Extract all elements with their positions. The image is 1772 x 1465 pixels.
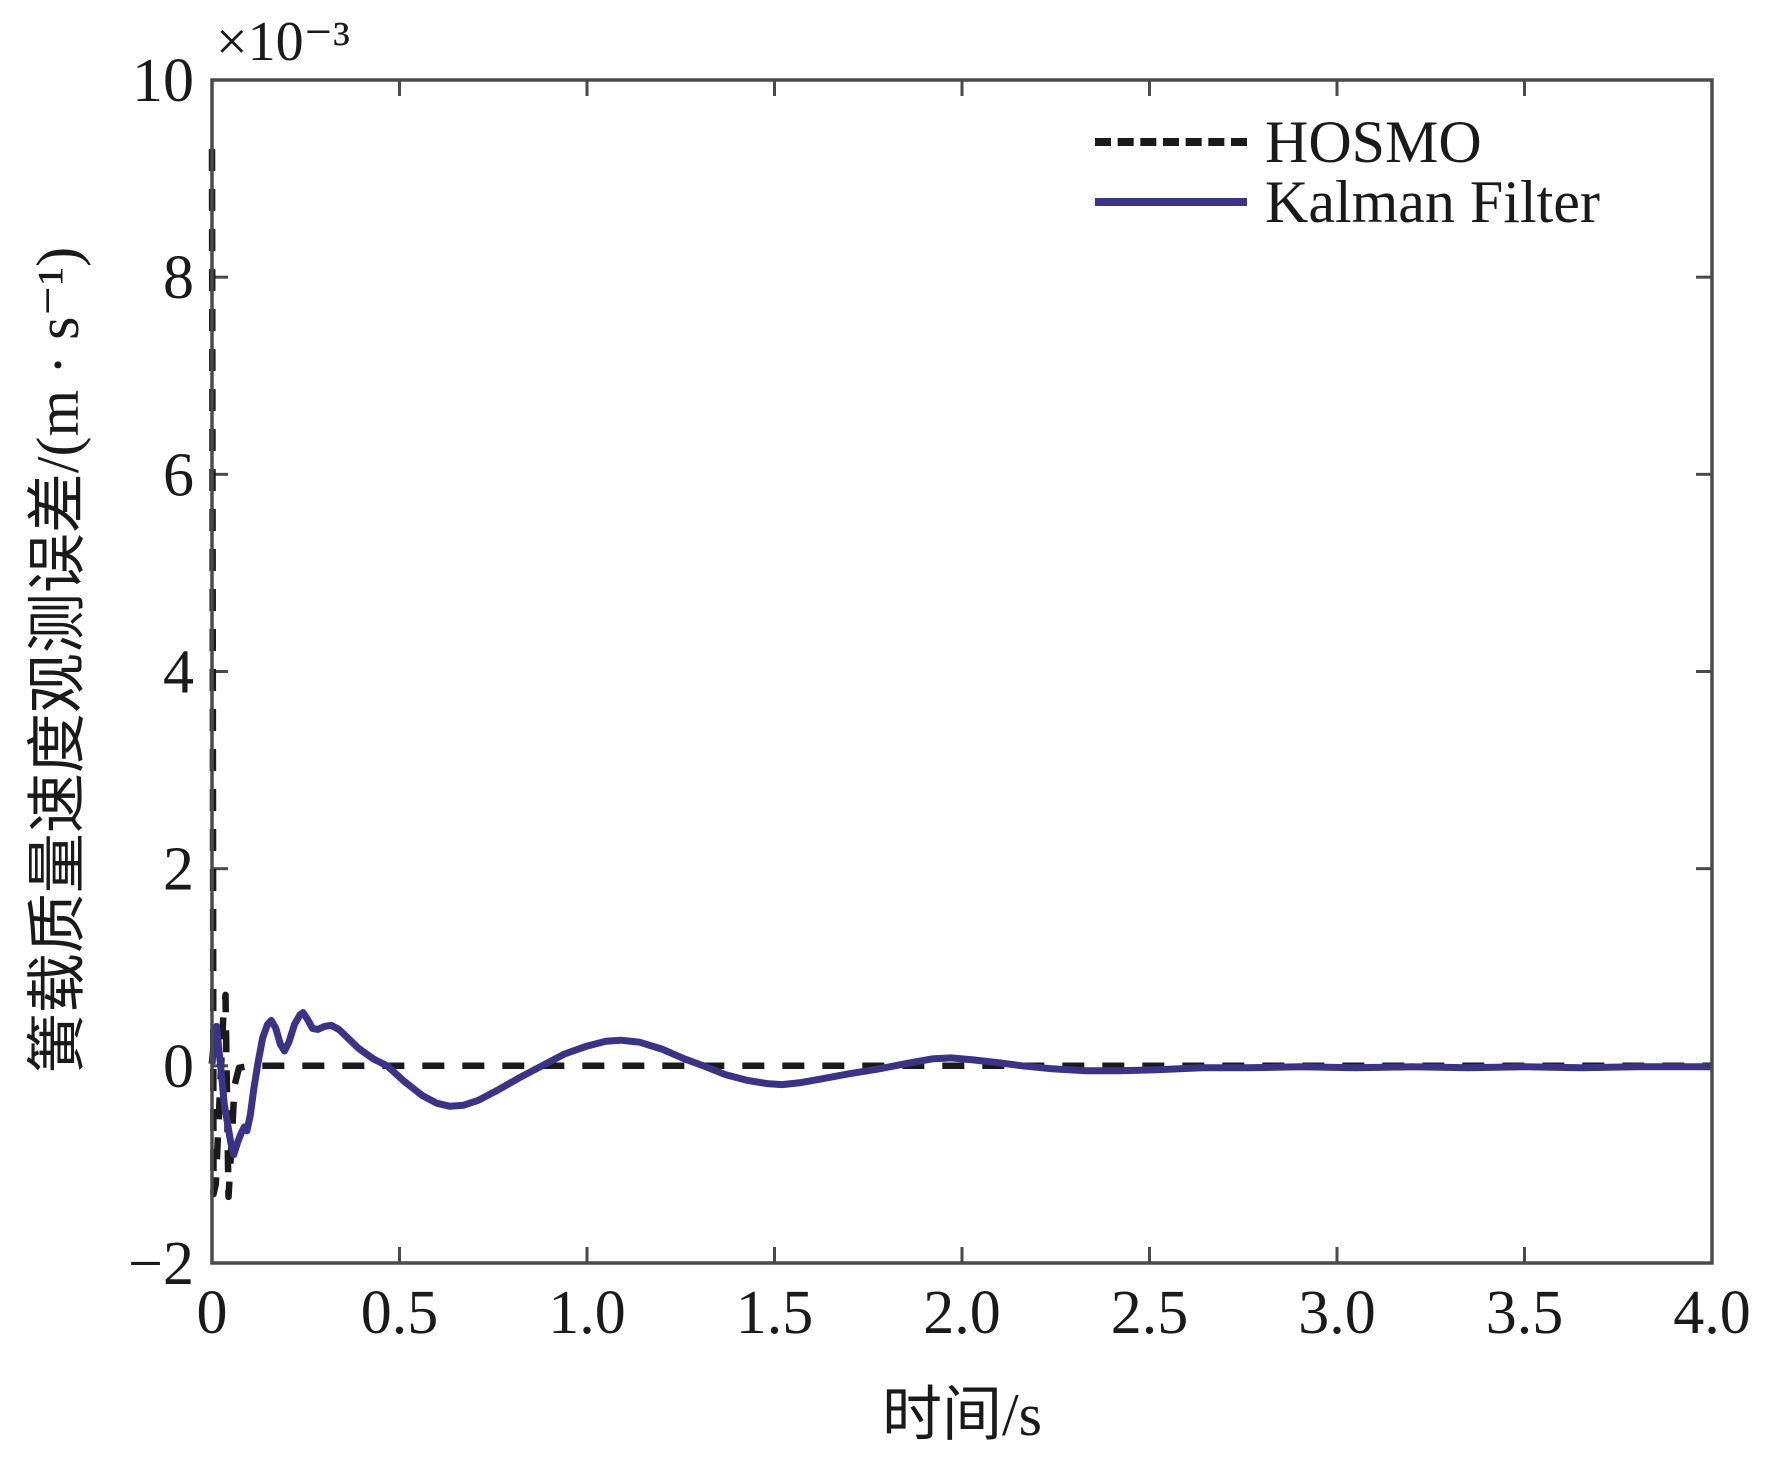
hosmo-dashed-line-sample [1095, 138, 1247, 146]
y-tick-label: 4 [163, 639, 194, 707]
x-tick-label: 2.0 [923, 1279, 1001, 1347]
y-tick-label: 0 [163, 1033, 194, 1101]
y-tick-label: 2 [163, 836, 194, 904]
y-axis-label: 簧载质量速度观测误差/(m · s⁻¹) [25, 247, 91, 1073]
legend-label-hosmo: HOSMO [1265, 109, 1482, 175]
x-tick-label: 2.5 [1111, 1279, 1189, 1347]
x-tick-label: 3.5 [1486, 1279, 1564, 1347]
kalman-filter-series-line [208, 1009, 1712, 1159]
y-tick-label: 8 [163, 244, 194, 312]
x-axis-label: 时间/s [882, 1382, 1042, 1448]
axes-frame [210, 78, 1714, 1265]
x-tick-label: 4.0 [1673, 1279, 1751, 1347]
x-tick-label: 0 [197, 1279, 228, 1347]
y-axis-offset-label: ×10⁻³ [216, 11, 350, 73]
legend-item-kalman-filter: Kalman Filter [1095, 172, 1600, 232]
y-tick-label: −2 [128, 1230, 194, 1298]
series-lines [208, 148, 1712, 1201]
tick-marks [210, 78, 1714, 1265]
legend: HOSMO Kalman Filter [1095, 112, 1600, 232]
x-tick-label: 0.5 [361, 1279, 439, 1347]
x-tick-label: 1.5 [736, 1279, 814, 1347]
x-tick-label: 3.0 [1298, 1279, 1376, 1347]
plot-frame [210, 78, 1714, 1265]
y-tick-label: 6 [163, 441, 194, 509]
legend-item-hosmo: HOSMO [1095, 112, 1600, 172]
hosmo-series-line [208, 148, 1712, 1201]
kalman-filter-solid-line-sample [1095, 198, 1247, 206]
x-tick-label: 1.0 [548, 1279, 626, 1347]
legend-label-kalman-filter: Kalman Filter [1265, 169, 1600, 235]
y-tick-label: 10 [132, 47, 194, 115]
